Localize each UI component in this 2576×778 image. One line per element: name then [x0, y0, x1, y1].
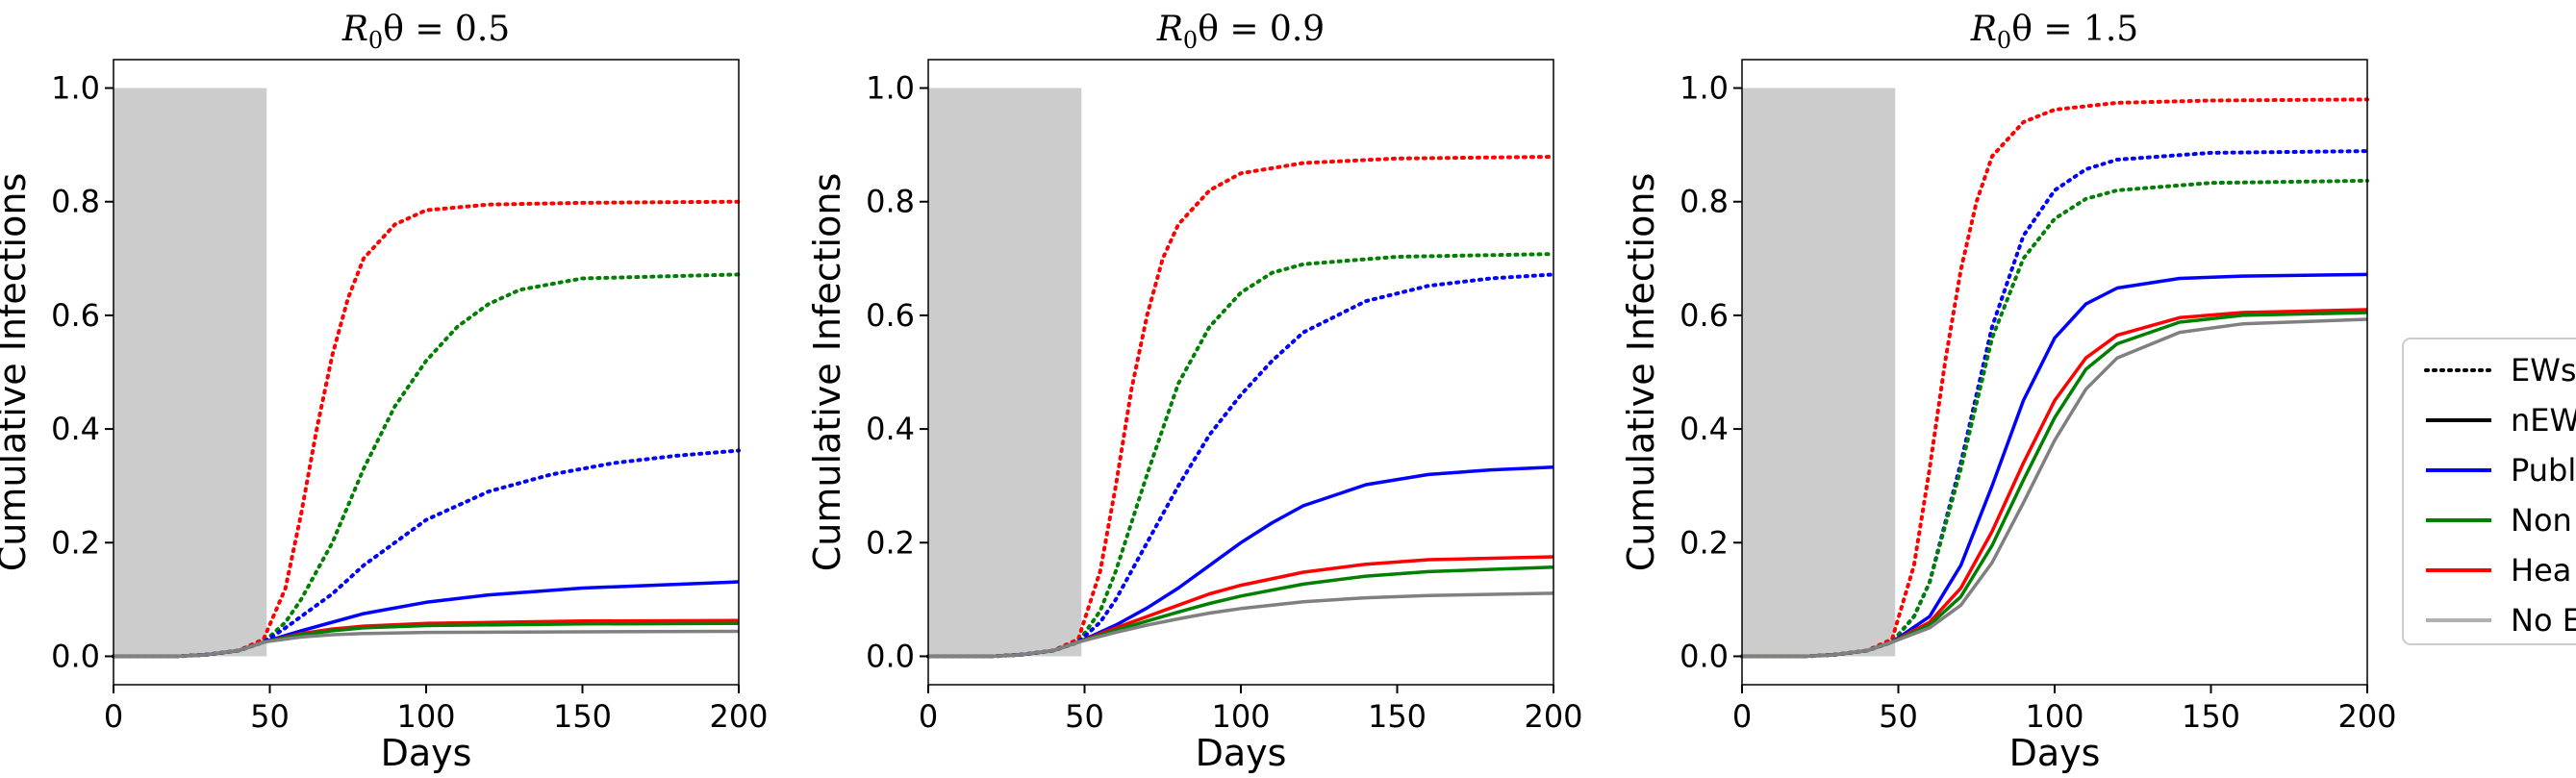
x-tick-label: 200 — [709, 698, 768, 735]
x-tick-label: 0 — [919, 698, 938, 735]
y-tick-label: 0.6 — [51, 297, 100, 334]
x-tick-label: 100 — [2025, 698, 2084, 735]
y-tick-label: 0.8 — [866, 184, 915, 220]
y-tick-label: 0.8 — [1679, 184, 1729, 220]
y-tick-label: 0.0 — [866, 638, 915, 674]
title-symbol: R — [341, 10, 368, 49]
y-tick-label: 0.0 — [1679, 638, 1729, 674]
panel-title: R0θ = 0.9 — [1156, 10, 1325, 54]
y-tick-label: 0.4 — [51, 411, 100, 447]
legend-label: Publ — [2511, 452, 2576, 489]
series-line-7 — [928, 591, 1554, 659]
shaded-region — [928, 88, 1082, 657]
panel-3: 0 50 100 150 200 0.0 0.2 0.4 0.6 0.8 1.0 Days Cumula… — [1620, 10, 2397, 774]
x-tick-label: 100 — [1211, 698, 1270, 735]
y-tick-label: 0.2 — [51, 524, 100, 561]
legend-label: nEW — [2511, 402, 2576, 439]
y-tick-label: 1.0 — [866, 70, 915, 107]
title-symbol: R — [1156, 10, 1183, 49]
title-value: θ = 0.5 — [383, 10, 510, 49]
y-tick-label: 0.2 — [866, 524, 915, 561]
legend-label: No E — [2511, 602, 2576, 639]
panel-1: 0 50 100 150 200 0.0 0.2 0.4 0.6 0.8 1.0 Days Cumula… — [0, 10, 769, 774]
legend-label: EWs — [2511, 352, 2576, 389]
title-value: θ = 0.9 — [1198, 10, 1325, 49]
legend: EWs nEW Publ Non Hea No E — [2402, 338, 2576, 645]
panel-title: R0θ = 1.5 — [1970, 10, 2138, 54]
y-axis-label: Cumulative Infections — [1620, 173, 1662, 572]
title-subscript: 0 — [1183, 27, 1198, 54]
title-value: θ = 1.5 — [2011, 10, 2138, 49]
x-tick-label: 200 — [2337, 698, 2396, 735]
x-tick-label: 150 — [1368, 698, 1427, 735]
x-tick-label: 50 — [1065, 698, 1104, 735]
y-tick-label: 0.2 — [1679, 524, 1729, 561]
y-tick-label: 0.4 — [1679, 411, 1729, 447]
x-axis-label: Days — [2009, 732, 2101, 774]
legend-frame — [2402, 338, 2576, 645]
x-tick-label: 0 — [1732, 698, 1752, 735]
shaded-region — [114, 88, 267, 657]
x-tick-label: 0 — [104, 698, 123, 735]
x-axis-label: Days — [1196, 732, 1287, 774]
y-tick-label: 0.8 — [51, 184, 100, 220]
x-tick-label: 50 — [250, 698, 290, 735]
y-tick-label: 1.0 — [1679, 70, 1729, 107]
title-symbol: R — [1970, 10, 1997, 49]
y-tick-label: 0.4 — [866, 411, 915, 447]
legend-label: Non — [2511, 502, 2572, 539]
shaded-region — [1742, 88, 1896, 657]
panel-2: 0 50 100 150 200 0.0 0.2 0.4 0.6 0.8 1.0 Days Cumula… — [806, 10, 1583, 774]
x-tick-label: 200 — [1524, 698, 1582, 735]
x-tick-label: 100 — [396, 698, 455, 735]
y-tick-label: 0.0 — [51, 638, 100, 674]
series-line-3 — [1740, 178, 2369, 659]
x-tick-label: 150 — [553, 698, 612, 735]
y-axis-label: Cumulative Infections — [0, 173, 34, 572]
panel-title: R0θ = 0.5 — [341, 10, 510, 54]
legend-label: Hea — [2511, 552, 2571, 589]
y-axis-label: Cumulative Infections — [806, 173, 848, 572]
y-tick-label: 0.6 — [866, 297, 915, 334]
title-subscript: 0 — [368, 27, 383, 54]
x-tick-label: 50 — [1879, 698, 1918, 735]
x-axis-label: Days — [381, 732, 472, 774]
series-line-7 — [1742, 317, 2368, 659]
y-tick-label: 0.6 — [1679, 297, 1729, 334]
series-line-2 — [926, 252, 1555, 659]
x-tick-label: 150 — [2182, 698, 2240, 735]
y-tick-label: 1.0 — [51, 70, 100, 107]
title-subscript: 0 — [1997, 27, 2011, 54]
series-line-7 — [114, 629, 740, 659]
